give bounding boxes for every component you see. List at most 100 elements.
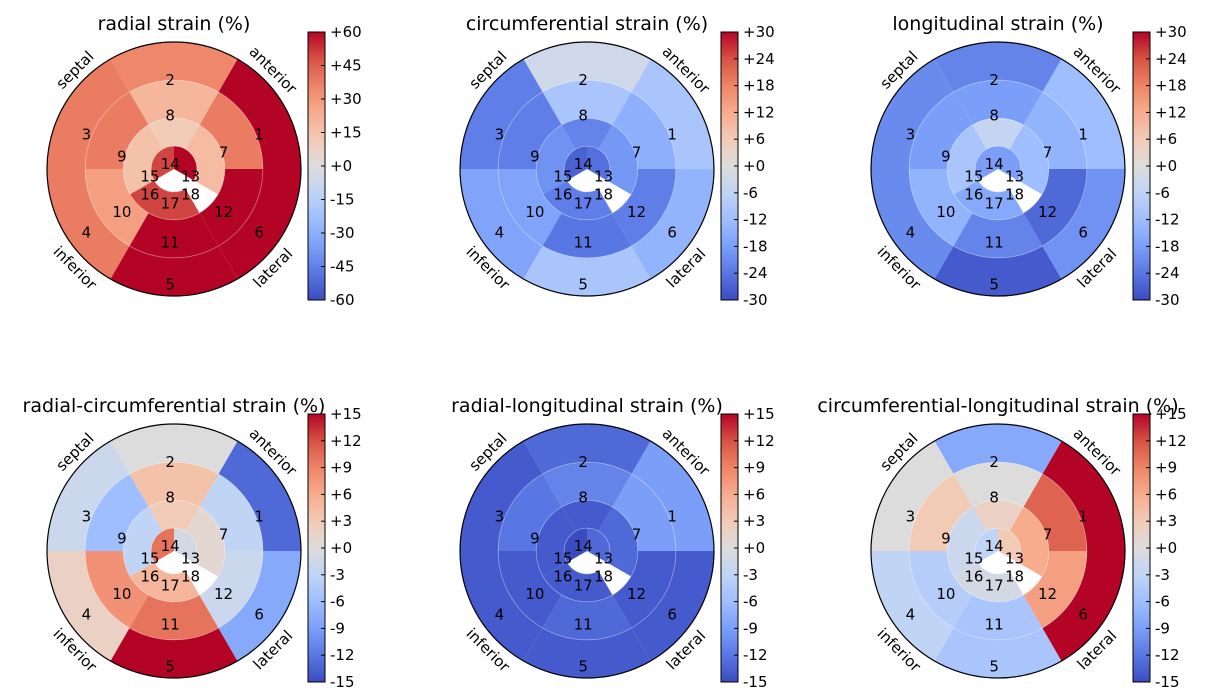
segment-label-7: 7 bbox=[1043, 525, 1053, 543]
colorbar-tick-label: +15 bbox=[1155, 405, 1187, 423]
ring-divider bbox=[946, 117, 1050, 221]
segment-3 bbox=[47, 59, 130, 170]
ring-divider bbox=[122, 499, 226, 603]
colorbar-tick-label: +0 bbox=[330, 539, 352, 557]
colorbar-tick-label: -9 bbox=[1155, 619, 1170, 637]
colorbar-tick-label: -3 bbox=[743, 566, 758, 584]
segment-label-13: 13 bbox=[181, 168, 200, 186]
ring-divider bbox=[908, 79, 1088, 259]
colorbar-tick-label: -6 bbox=[330, 593, 345, 611]
colorbar-tick-label: -6 bbox=[743, 593, 758, 611]
segment-5 bbox=[934, 627, 1062, 678]
ring-divider bbox=[535, 117, 639, 221]
segment-label-9: 9 bbox=[941, 529, 951, 547]
segment-label-5: 5 bbox=[578, 658, 588, 676]
segment-label-14: 14 bbox=[161, 155, 180, 173]
segment-label-13: 13 bbox=[594, 550, 613, 568]
segment-label-3: 3 bbox=[82, 126, 92, 144]
colorbar-tick-label: +45 bbox=[330, 57, 362, 75]
segment-4 bbox=[47, 169, 130, 279]
bullseye-panel-5: radial-longitudinal strain (%)1234567891… bbox=[451, 395, 775, 691]
segment-label-1: 1 bbox=[667, 508, 677, 526]
segment-label-14: 14 bbox=[985, 155, 1004, 173]
segment-15 bbox=[947, 507, 987, 577]
segment-5 bbox=[934, 245, 1062, 296]
segment-1 bbox=[1042, 441, 1125, 551]
colorbar-tick-label: +0 bbox=[330, 157, 352, 175]
segment-label-12: 12 bbox=[627, 203, 646, 221]
ring-divider bbox=[974, 145, 1022, 193]
segment-16 bbox=[130, 180, 200, 220]
segment-label-9: 9 bbox=[117, 529, 127, 547]
colorbar-tick-label: -15 bbox=[330, 673, 355, 691]
colorbar-tick-label: +6 bbox=[743, 130, 765, 148]
colorbar-tick-label: +0 bbox=[743, 539, 765, 557]
segment-label-10: 10 bbox=[936, 585, 955, 603]
colorbar-tick-label: +0 bbox=[743, 157, 765, 175]
segment-label-3: 3 bbox=[82, 508, 92, 526]
segment-10 bbox=[909, 169, 973, 246]
ring-divider bbox=[84, 461, 264, 641]
segment-9 bbox=[85, 92, 149, 169]
segment-10 bbox=[498, 169, 562, 246]
segment-label-4: 4 bbox=[906, 606, 916, 624]
segment-3 bbox=[460, 441, 543, 551]
chart-title: circumferential-longitudinal strain (%) bbox=[817, 395, 1178, 417]
colorbar-tick-label: +6 bbox=[1155, 485, 1177, 503]
segment-3 bbox=[460, 59, 543, 170]
segment-label-5: 5 bbox=[165, 276, 175, 294]
colorbar: +15 +12 +9 +6 +3 +0 -3 -6 -9 -12 -15 bbox=[307, 405, 362, 691]
segment-label-18: 18 bbox=[181, 185, 200, 203]
colorbar: +15 +12 +9 +6 +3 +0 -3 -6 -9 -12 -15 bbox=[720, 405, 775, 691]
segment-label-18: 18 bbox=[181, 567, 200, 585]
segment-label-17: 17 bbox=[985, 576, 1004, 594]
colorbar-tick-label: +6 bbox=[1155, 130, 1177, 148]
segment-1 bbox=[218, 59, 301, 170]
segment-16 bbox=[543, 180, 613, 220]
colorbar-tick-label: -30 bbox=[743, 291, 768, 309]
segment-label-1: 1 bbox=[1078, 126, 1088, 144]
bullseye-panel-4: radial-circumferential strain (%)1234567… bbox=[23, 395, 362, 691]
segment-17 bbox=[151, 528, 174, 563]
segment-label-4: 4 bbox=[82, 224, 92, 242]
segment-2 bbox=[110, 41, 238, 93]
colorbar-tick-label: +24 bbox=[743, 50, 775, 68]
segment-label-2: 2 bbox=[989, 453, 999, 471]
segment-15 bbox=[947, 125, 987, 195]
colorbar-tick-label: +12 bbox=[1155, 103, 1187, 121]
segment-label-10: 10 bbox=[525, 585, 544, 603]
segment-label-7: 7 bbox=[632, 525, 642, 543]
colorbar-tick-label: +12 bbox=[743, 432, 775, 450]
segment-label-11: 11 bbox=[574, 616, 593, 634]
segment-7 bbox=[199, 92, 263, 169]
segment-11 bbox=[542, 212, 632, 258]
segment-label-12: 12 bbox=[214, 585, 233, 603]
segment-label-11: 11 bbox=[161, 616, 180, 634]
segment-label-13: 13 bbox=[1005, 168, 1024, 186]
segment-7 bbox=[1023, 474, 1087, 551]
segment-1 bbox=[218, 441, 301, 551]
colorbar-tick-label: +3 bbox=[743, 512, 765, 530]
chart-title: longitudinal strain (%) bbox=[892, 13, 1103, 35]
colorbar-tick-label: -3 bbox=[330, 566, 345, 584]
bullseye-outline bbox=[870, 423, 1126, 679]
segment-5 bbox=[523, 245, 651, 296]
segment-3 bbox=[871, 59, 954, 170]
bullseye-panel-1: radial strain (%)12345678910111213141516… bbox=[46, 13, 362, 309]
colorbar-tick-label: -12 bbox=[743, 646, 768, 664]
segment-label-6: 6 bbox=[667, 606, 677, 624]
colorbar-tick-label: -15 bbox=[1155, 673, 1180, 691]
segment-label-5: 5 bbox=[165, 658, 175, 676]
segment-label-6: 6 bbox=[254, 224, 264, 242]
colorbar-tick-label: -60 bbox=[330, 291, 355, 309]
chart-title: radial strain (%) bbox=[98, 13, 251, 35]
segment-9 bbox=[909, 92, 973, 169]
segment-11 bbox=[542, 594, 632, 640]
colorbar-tick-label: -12 bbox=[1155, 211, 1180, 229]
segment-12 bbox=[1023, 169, 1087, 246]
segment-label-9: 9 bbox=[530, 529, 540, 547]
segment-label-2: 2 bbox=[165, 71, 175, 89]
colorbar-tick-label: +15 bbox=[330, 124, 362, 142]
chart-title: circumferential strain (%) bbox=[466, 13, 708, 35]
